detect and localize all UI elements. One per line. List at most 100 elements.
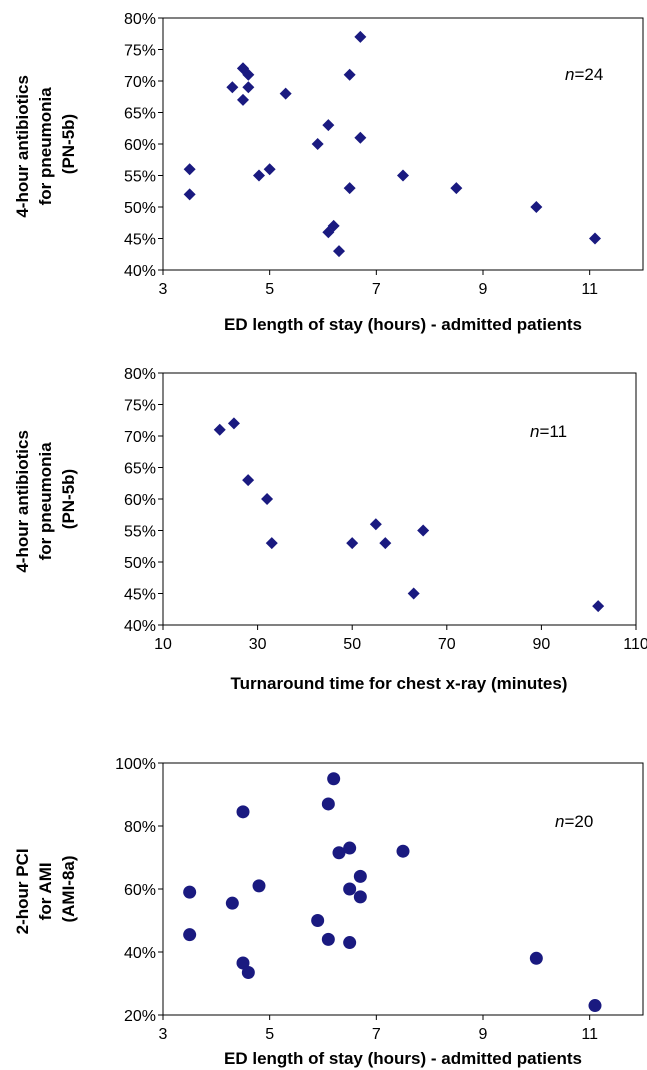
x-tick-label: 5: [265, 281, 274, 298]
plot-area-1: [162, 17, 644, 271]
data-point: [321, 932, 335, 946]
n-italic-3: n: [555, 812, 564, 831]
data-point: [407, 587, 420, 600]
data-point: [529, 951, 543, 965]
n-eq-3: =: [564, 812, 574, 831]
y-tick-label: 100%: [115, 756, 156, 773]
chart-panel-1: 40% 45% 50% 55% 60% 65% 70% 75% 80% 3 5 7 9 11 ED le…: [13, 11, 644, 334]
y-tick-label: 65%: [124, 461, 156, 478]
x-tick-label: 90: [533, 636, 551, 653]
x-tick-labels-3: 3 5 7 9 11: [159, 1015, 598, 1043]
y-tick-label: 40%: [124, 263, 156, 280]
data-point: [322, 119, 335, 132]
y-tick-label: 80%: [124, 11, 156, 28]
data-point: [225, 896, 239, 910]
y-tick-label: 75%: [124, 43, 156, 60]
y-tick-label: 40%: [124, 945, 156, 962]
y-tick-labels-2: 40% 45% 50% 55% 60% 65% 70% 75% 80%: [124, 366, 163, 635]
data-point: [343, 68, 356, 81]
data-point: [346, 537, 359, 550]
y-axis-label-2-line-1: 4-hour antibiotics: [13, 430, 32, 573]
y-tick-label: 50%: [124, 200, 156, 217]
y-axis-label-2-line-3: (PN-5b): [59, 469, 78, 529]
data-point: [327, 219, 340, 232]
data-point: [236, 805, 250, 819]
data-point: [311, 138, 324, 150]
points-3: [183, 772, 602, 1013]
data-point: [343, 182, 356, 195]
data-point: [588, 999, 602, 1013]
data-point: [261, 493, 274, 505]
data-point: [236, 956, 250, 970]
y-tick-label: 45%: [124, 232, 156, 249]
y-tick-labels-1: 40% 45% 50% 55% 60% 65% 70% 75% 80%: [124, 11, 163, 280]
data-point: [252, 879, 266, 893]
data-point: [379, 537, 392, 550]
data-point: [227, 417, 240, 430]
x-axis-label-2: Turnaround time for chest x-ray (minutes…: [231, 674, 568, 693]
y-tick-label: 20%: [124, 1008, 156, 1025]
chart-panel-3: 20% 40% 60% 80% 100% 3 5 7 9 11 ED length of sta…: [13, 756, 644, 1068]
data-point: [279, 87, 292, 100]
data-point: [327, 772, 341, 786]
data-point: [417, 524, 430, 537]
x-tick-labels-2: 10 30 50 70 90 110: [154, 625, 647, 653]
n-annotation-1: n=24: [565, 65, 603, 84]
y-tick-label: 70%: [124, 429, 156, 446]
data-point: [343, 936, 357, 950]
y-axis-label-2: 4-hour antibiotics for pneumonia (PN-5b): [13, 425, 78, 572]
x-tick-label: 3: [159, 281, 168, 298]
data-point: [343, 841, 357, 855]
n-annotation-3: n=20: [555, 812, 593, 831]
x-tick-label: 11: [581, 1026, 598, 1043]
data-point: [343, 882, 357, 896]
chart-panel-2: 40% 45% 50% 55% 60% 65% 70% 75% 80% 10 30 50 70 90 11…: [13, 366, 647, 693]
data-point: [183, 928, 197, 942]
data-point: [369, 518, 382, 531]
y-axis-label-3-line-1: 2-hour PCI: [13, 848, 32, 934]
data-point: [321, 797, 335, 811]
n-eq-2: =: [539, 422, 549, 441]
y-tick-label: 55%: [124, 524, 156, 541]
x-tick-label: 7: [372, 1026, 381, 1043]
y-tick-label: 50%: [124, 555, 156, 572]
n-eq-1: =: [574, 65, 584, 84]
y-axis-label-2-line-2: for pneumonia: [36, 442, 55, 561]
y-tick-label: 60%: [124, 492, 156, 509]
data-point: [332, 846, 346, 860]
data-point: [226, 81, 239, 94]
y-tick-label: 75%: [124, 398, 156, 415]
data-point: [354, 131, 367, 144]
y-axis-label-1: 4-hour antibiotics for pneumonia (PN-5b): [13, 70, 78, 217]
y-axis-label-1-line-3: (PN-5b): [59, 114, 78, 174]
y-axis-label-3: 2-hour PCI for AMI (AMI-8a): [13, 844, 78, 935]
n-value-2: 11: [549, 422, 567, 441]
data-point: [333, 245, 345, 258]
x-tick-label: 7: [372, 281, 381, 298]
y-tick-labels-3: 20% 40% 60% 80% 100%: [115, 756, 163, 1025]
x-axis-label-1: ED length of stay (hours) - admitted pat…: [224, 315, 582, 334]
x-tick-label: 30: [249, 636, 267, 653]
x-axis-label-3: ED length of stay (hours) - admitted pat…: [224, 1049, 582, 1068]
points-2: [213, 417, 605, 613]
data-point: [397, 169, 409, 182]
x-tick-label: 3: [159, 1026, 168, 1043]
data-point: [253, 169, 265, 182]
n-annotation-2: n=11: [530, 422, 567, 441]
data-point: [265, 537, 278, 550]
data-point: [589, 232, 601, 245]
y-tick-label: 40%: [124, 618, 156, 635]
y-tick-label: 65%: [124, 106, 156, 123]
y-axis-label-1-line-2: for pneumonia: [36, 87, 55, 206]
data-point: [241, 965, 255, 979]
data-point: [242, 81, 255, 94]
n-italic-2: n: [530, 422, 539, 441]
data-point: [183, 885, 197, 899]
data-point: [450, 182, 463, 195]
x-tick-label: 70: [438, 636, 456, 653]
data-point: [237, 62, 249, 75]
data-point: [311, 914, 325, 927]
data-point: [237, 93, 249, 106]
data-point: [396, 844, 410, 858]
